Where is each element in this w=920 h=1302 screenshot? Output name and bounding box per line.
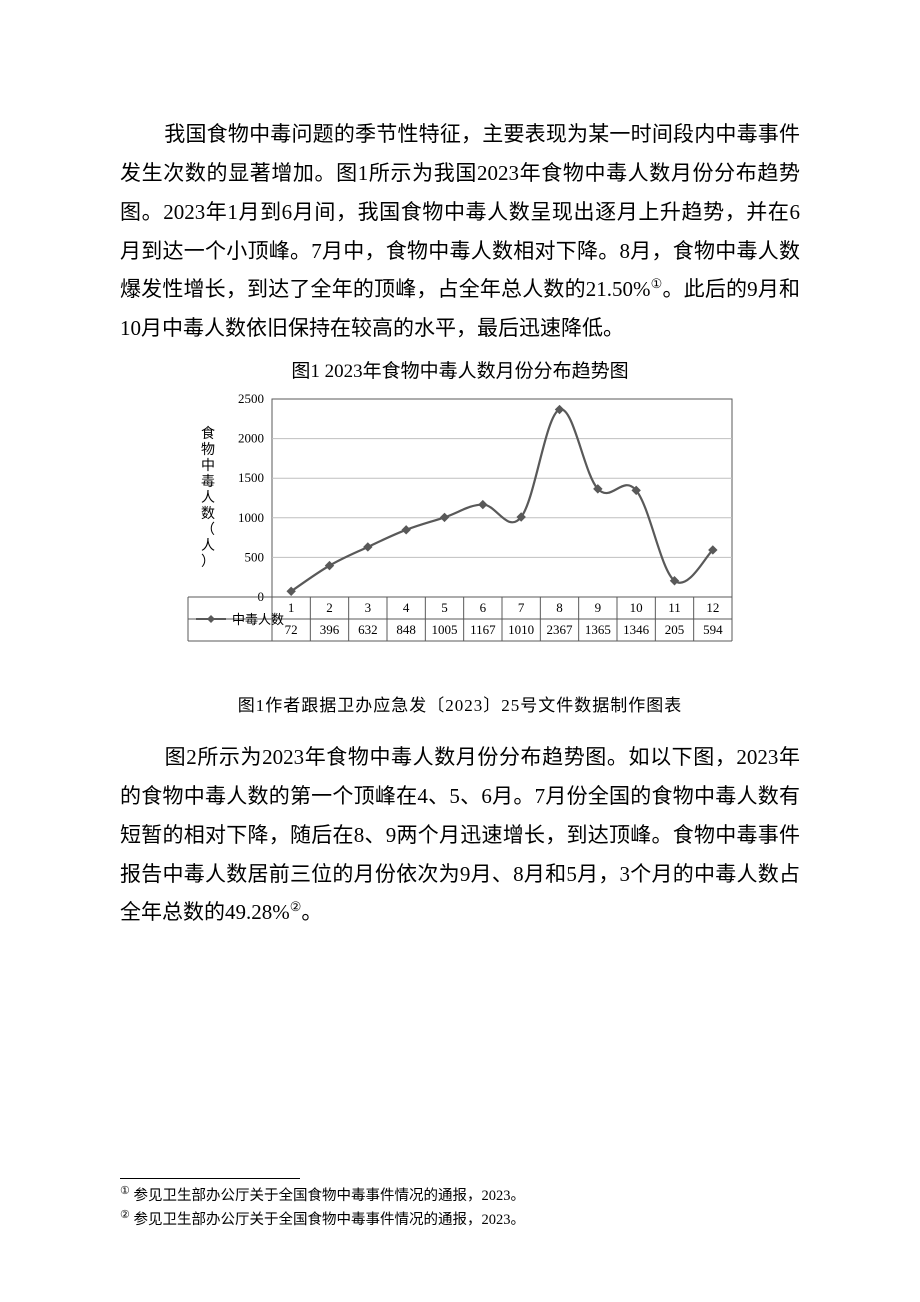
footnote-1: ① 参见卫生部办公厅关于全国食物中毒事件情况的通报，2023。 <box>120 1183 800 1208</box>
svg-text:毒: 毒 <box>201 474 215 490</box>
chart-x-category: 1 <box>288 600 295 615</box>
svg-text:数: 数 <box>201 506 215 522</box>
chart-value-cell: 1346 <box>623 622 650 637</box>
svg-text:物: 物 <box>201 442 215 458</box>
chart-x-category: 6 <box>480 600 487 615</box>
paragraph-2: 图2所示为2023年食物中毒人数月份分布趋势图。如以下图，2023年的食物中毒人… <box>120 738 800 932</box>
footnote-ref-2: ② <box>290 899 302 914</box>
footnote-1-text: 参见卫生部办公厅关于全国食物中毒事件情况的通报，2023。 <box>130 1188 525 1204</box>
chart-value-cell: 2367 <box>547 622 574 637</box>
chart-value-cell: 1365 <box>585 622 611 637</box>
chart-x-category: 3 <box>365 600 372 615</box>
chart-value-cell: 396 <box>320 622 340 637</box>
svg-text:（: （ <box>201 522 215 538</box>
svg-text:）: ） <box>201 554 215 570</box>
chart-container: 05001000150020002500食物中毒人数（人）中毒人数1234567… <box>180 385 740 685</box>
line-chart: 05001000150020002500食物中毒人数（人）中毒人数1234567… <box>180 385 740 685</box>
chart-value-cell: 1005 <box>432 622 458 637</box>
footnote-2: ② 参见卫生部办公厅关于全国食物中毒事件情况的通报，2023。 <box>120 1207 800 1232</box>
svg-text:食: 食 <box>201 425 215 442</box>
svg-text:2500: 2500 <box>238 391 264 406</box>
chart-value-cell: 848 <box>396 622 416 637</box>
footnote-rule <box>120 1178 300 1179</box>
footnote-2-mark: ② <box>120 1209 130 1221</box>
footnote-1-mark: ① <box>120 1185 130 1197</box>
svg-text:1500: 1500 <box>238 470 264 485</box>
chart-x-category: 2 <box>326 600 333 615</box>
svg-text:中: 中 <box>201 458 215 474</box>
page: 我国食物中毒问题的季节性特征，主要表现为某一时间段内中毒事件发生次数的显著增加。… <box>0 0 920 1302</box>
chart-x-category: 12 <box>706 600 719 615</box>
svg-text:500: 500 <box>245 549 265 564</box>
paragraph-2-tail: 。 <box>301 900 322 924</box>
chart-value-cell: 1167 <box>470 622 496 637</box>
chart-x-category: 9 <box>595 600 602 615</box>
chart-value-cell: 205 <box>665 622 685 637</box>
paragraph-1-text: 我国食物中毒问题的季节性特征，主要表现为某一时间段内中毒事件发生次数的显著增加。… <box>120 122 800 301</box>
svg-text:2000: 2000 <box>238 431 264 446</box>
paragraph-2-text: 图2所示为2023年食物中毒人数月份分布趋势图。如以下图，2023年的食物中毒人… <box>120 745 800 924</box>
chart-x-category: 10 <box>630 600 643 615</box>
chart-x-category: 8 <box>556 600 563 615</box>
chart-value-cell: 72 <box>285 622 298 637</box>
chart-title: 图1 2023年食物中毒人数月份分布趋势图 <box>120 356 800 383</box>
chart-x-category: 7 <box>518 600 525 615</box>
chart-value-cell: 632 <box>358 622 378 637</box>
footnote-ref-1: ① <box>650 276 662 291</box>
svg-text:人: 人 <box>201 490 215 506</box>
svg-text:人: 人 <box>201 538 215 554</box>
chart-x-category: 4 <box>403 600 410 615</box>
chart-value-cell: 594 <box>703 622 723 637</box>
chart-x-category: 5 <box>441 600 448 615</box>
chart-legend-label: 中毒人数 <box>232 612 284 627</box>
footnote-2-text: 参见卫生部办公厅关于全国食物中毒事件情况的通报，2023。 <box>130 1212 525 1228</box>
footnotes: ① 参见卫生部办公厅关于全国食物中毒事件情况的通报，2023。 ② 参见卫生部办… <box>120 1178 800 1232</box>
chart-x-category: 11 <box>668 600 681 615</box>
chart-value-cell: 1010 <box>508 622 534 637</box>
paragraph-1: 我国食物中毒问题的季节性特征，主要表现为某一时间段内中毒事件发生次数的显著增加。… <box>120 115 800 348</box>
chart-caption: 图1作者跟据卫办应急发〔2023〕25号文件数据制作图表 <box>120 691 800 716</box>
svg-text:1000: 1000 <box>238 510 264 525</box>
